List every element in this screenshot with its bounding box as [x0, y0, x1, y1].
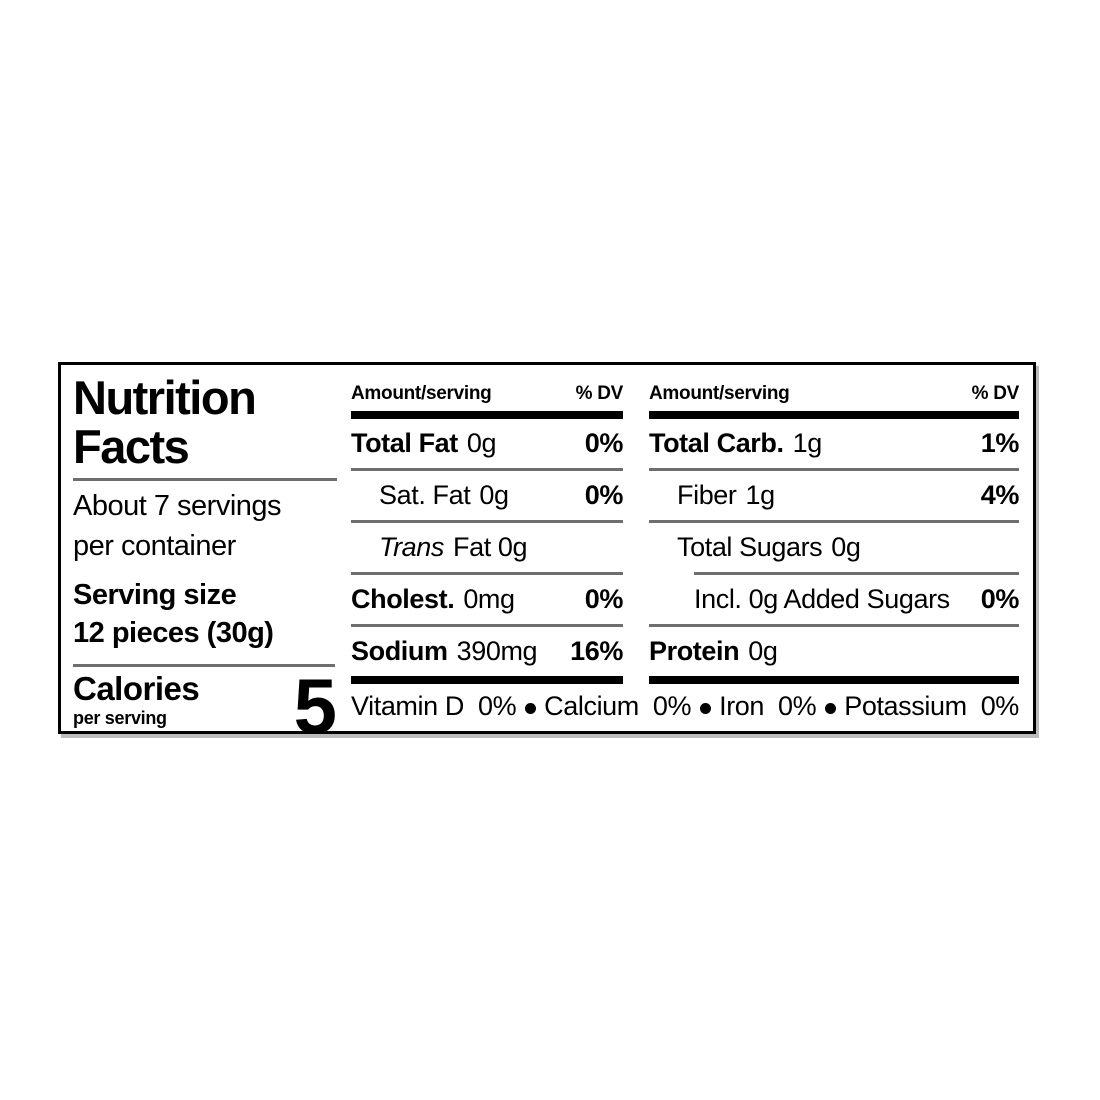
nutrient-value: 0mg [463, 584, 515, 614]
title-line-1: Nutrition [73, 371, 257, 424]
row-divider [351, 520, 623, 523]
nutrient-value: 0g [831, 532, 861, 562]
servings-line-1: About 7 servings [73, 490, 282, 522]
nutrient-dv: 0% [584, 584, 624, 614]
nutrient-row-cholesterol: Cholest. 0mg 0% [351, 575, 623, 624]
nutrient-dv: 4% [980, 480, 1020, 510]
nutrient-value: 0g [466, 428, 497, 458]
nutrient-value: 0g [479, 480, 509, 510]
calories-sublabel: per serving [73, 708, 167, 728]
micronutrient-name: Potassium [844, 691, 967, 721]
servings-line-2: per container [73, 530, 236, 562]
nutrient-name: Sat. Fat [379, 480, 471, 510]
thick-bar [649, 676, 1019, 684]
nutrient-row-total-sugars: Total Sugars 0g [649, 523, 1019, 572]
micronutrient-name: Vitamin D [351, 691, 464, 721]
nutrient-value: 0g [748, 636, 778, 666]
micronutrient-calcium: Calcium 0% [544, 691, 691, 722]
label-title: Nutrition Facts [73, 373, 345, 471]
nutrient-name: Cholest. [351, 584, 455, 614]
nutrient-dv: 16% [570, 636, 623, 666]
nutrient-column-1: Amount/serving % DV Total Fat 0g 0% Sat. … [351, 371, 623, 684]
nutrient-name: Total Sugars [677, 532, 823, 562]
nutrient-name: Protein [649, 636, 740, 666]
row-divider [649, 468, 1019, 471]
nutrition-facts-label: Nutrition Facts About 7 servings per con… [58, 362, 1036, 745]
row-divider [649, 520, 1019, 523]
nutrient-row-fiber: Fiber 1g 4% [649, 471, 1019, 520]
servings-per-container: About 7 servings per container [73, 486, 345, 566]
nutrient-name: Total Carb. [649, 428, 784, 458]
nutrient-columns: Amount/serving % DV Total Fat 0g 0% Sat. … [351, 371, 1019, 684]
calories-labels: Calories per serving [73, 670, 200, 729]
row-divider [351, 468, 623, 471]
micronutrient-dv: 0% [477, 691, 517, 721]
serving-size-value: 12 pieces (30g) [73, 617, 274, 649]
title-divider [73, 478, 337, 481]
column-2-header-amount: Amount/serving [649, 383, 790, 404]
nutrient-dv: 0% [980, 584, 1020, 614]
nutrient-dv: 0% [584, 480, 624, 510]
column-1-header-amount: Amount/serving [351, 383, 492, 404]
micronutrient-name: Calcium [544, 691, 639, 721]
title-line-2: Facts [73, 420, 190, 473]
label-right-section: Amount/serving % DV Total Fat 0g 0% Sat. … [345, 371, 1019, 725]
column-2-header-dv: % DV [971, 383, 1020, 404]
thick-bar [649, 411, 1019, 419]
nutrient-row-protein: Protein 0g [649, 627, 1019, 676]
dot-separator-icon [699, 702, 711, 714]
dot-separator-icon [524, 702, 536, 714]
calories-value: 5 [293, 662, 337, 750]
column-2-header: Amount/serving % DV [649, 371, 1019, 411]
micronutrient-dv: 0% [652, 691, 692, 721]
nutrient-column-2: Amount/serving % DV Total Carb. 1g 1% Fib… [649, 371, 1019, 684]
calories-divider [73, 664, 335, 667]
row-divider-indented [694, 572, 1019, 575]
nutrient-name: Trans [379, 532, 445, 562]
calories-row: Calories per serving 5 [73, 662, 345, 750]
nutrient-value: 390mg [456, 636, 538, 666]
nutrient-name: Incl. 0g Added Sugars [694, 584, 950, 614]
nutrient-row-total-fat: Total Fat 0g 0% [351, 419, 623, 468]
nutrient-name: Fiber [677, 480, 737, 510]
micronutrient-dv: 0% [778, 691, 817, 721]
nutrient-row-trans-fat: Trans Fat 0g [351, 523, 623, 572]
thick-bar [351, 411, 623, 419]
serving-size: Serving size 12 pieces (30g) [73, 576, 345, 652]
row-divider [351, 624, 623, 627]
micronutrient-name: Iron [719, 691, 765, 721]
nutrient-row-sat-fat: Sat. Fat 0g 0% [351, 471, 623, 520]
nutrient-value: 1g [792, 428, 823, 458]
serving-size-label: Serving size [73, 579, 237, 611]
nutrient-name: Total Fat [351, 428, 458, 458]
micronutrient-iron: Iron 0% [719, 691, 817, 722]
row-divider [649, 624, 1019, 627]
nutrient-value: 1g [745, 480, 776, 510]
label-left-column: Nutrition Facts About 7 servings per con… [73, 371, 345, 745]
nutrient-row-sodium: Sodium 390mg 16% [351, 627, 623, 676]
dot-separator-icon [824, 702, 836, 714]
nutrient-row-total-carb: Total Carb. 1g 1% [649, 419, 1019, 468]
nutrient-value: Fat 0g [453, 532, 528, 562]
nutrient-dv: 0% [584, 428, 624, 458]
row-divider [351, 572, 623, 575]
column-1-header: Amount/serving % DV [351, 371, 623, 411]
calories-label: Calories [73, 670, 200, 707]
micronutrient-vitamin-d: Vitamin D 0% [351, 691, 517, 722]
nutrient-row-added-sugars: Incl. 0g Added Sugars 0% [649, 575, 1019, 624]
micronutrients-row: Vitamin D 0% Calcium 0% Iron 0% Potassium 0% [351, 684, 1019, 725]
nutrient-dv: 1% [980, 428, 1020, 458]
column-1-header-dv: % DV [575, 383, 624, 404]
nutrient-name: Sodium [351, 636, 448, 666]
micronutrient-potassium: Potassium 0% [844, 691, 1019, 722]
thick-bar [351, 676, 623, 684]
micronutrient-dv: 0% [980, 691, 1020, 721]
